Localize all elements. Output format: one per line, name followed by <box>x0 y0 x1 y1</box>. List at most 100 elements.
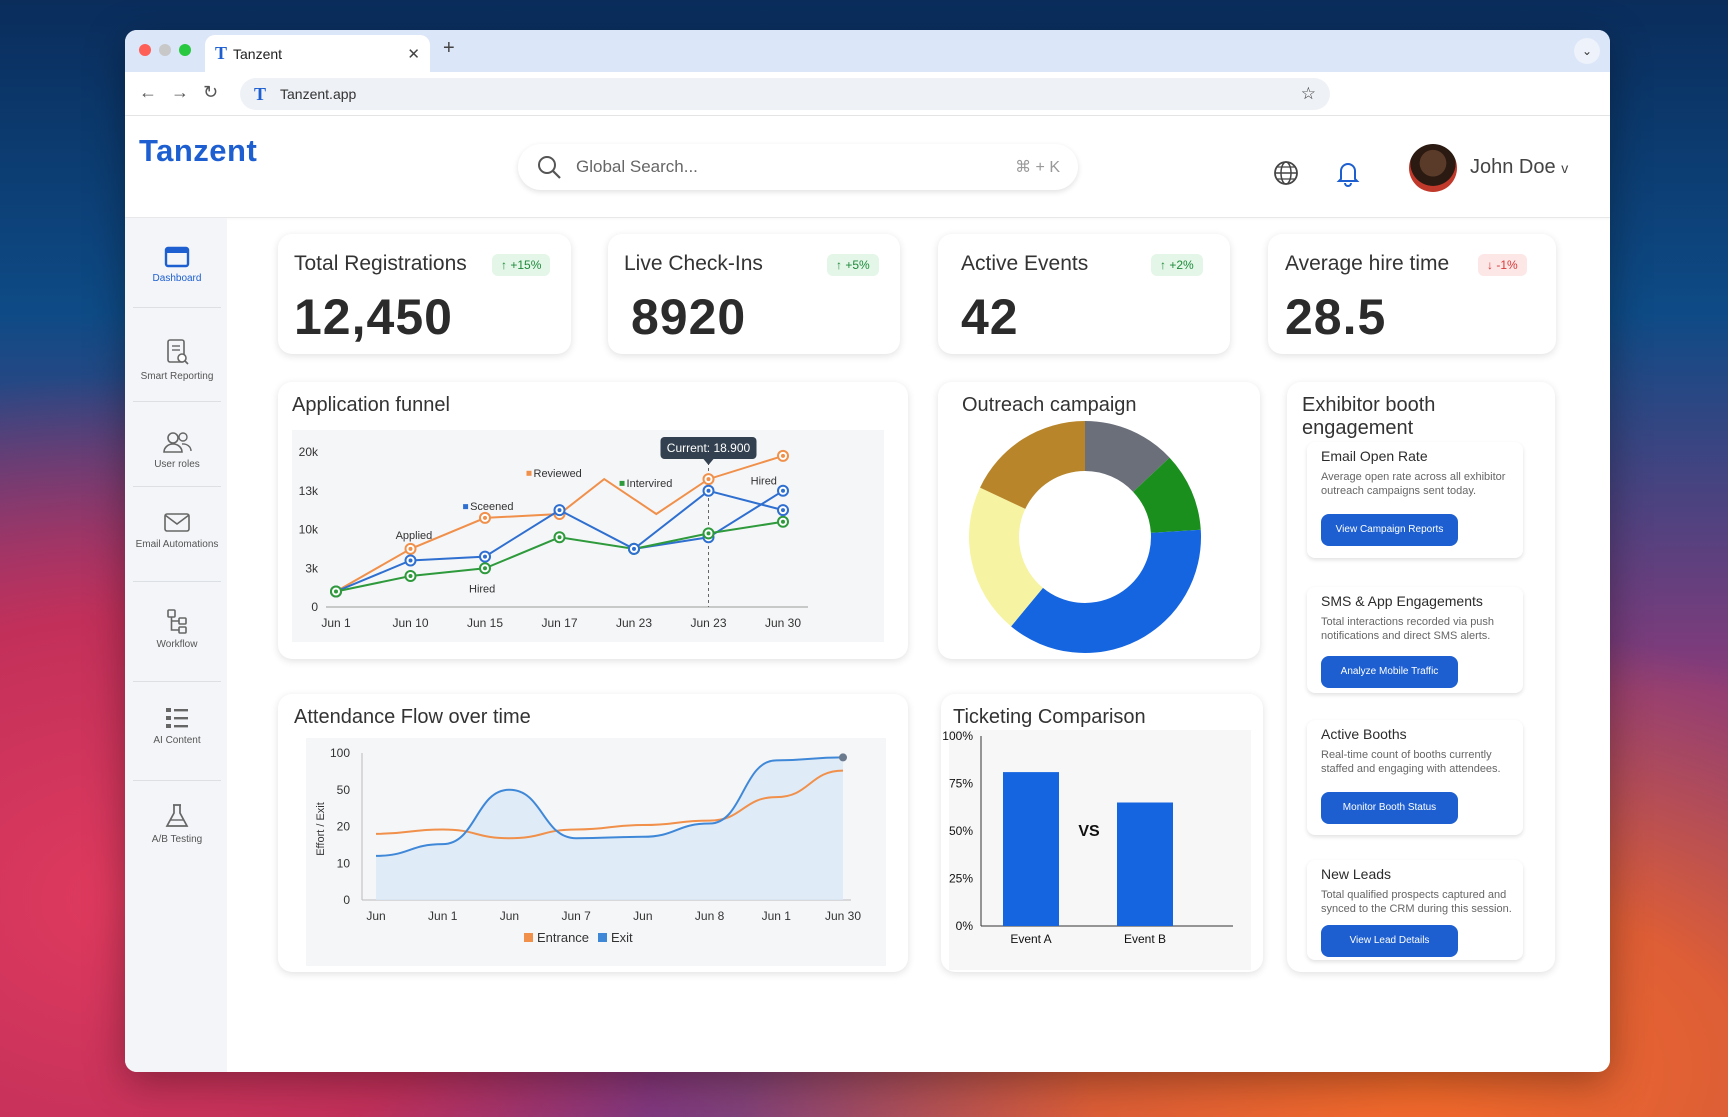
kpi-value: 28.5 <box>1285 289 1387 345</box>
view-lead-details-button[interactable]: View Lead Details <box>1321 925 1458 957</box>
sidebar-divider <box>133 307 221 308</box>
kpi-label: Active Events <box>961 252 1089 275</box>
card-title: Ticketing Comparison <box>953 706 1146 728</box>
analyze-mobile-traffic-button[interactable]: Analyze Mobile Traffic <box>1321 656 1458 688</box>
tab-menu-icon[interactable]: ⌄ <box>1574 38 1600 64</box>
card-title: Attendance Flow over time <box>294 706 531 728</box>
attendance-flow-card: Attendance Flow over time 100 50 20 10 0 Effo… <box>278 694 908 972</box>
sidebar-item-dashboard[interactable]: Dashboard <box>133 246 221 285</box>
y-tick-label: 75% <box>949 777 973 791</box>
y-tick-label: 3k <box>305 561 319 575</box>
donut-slice <box>969 487 1043 627</box>
brand-logo[interactable]: Tanzent <box>139 133 258 168</box>
kpi-card-hire-time: Average hire time ↓ -1% 28.5 <box>1268 234 1556 354</box>
kpi-card-check-ins: Live Check-Ins ↑ +5% 8920 <box>608 234 900 354</box>
card-title: Application funnel <box>292 394 450 416</box>
monitor-booth-status-button[interactable]: Monitor Booth Status <box>1321 792 1458 824</box>
sidebar-item-user-roles[interactable]: User roles <box>133 430 221 471</box>
application-funnel-card: Application funnel 20k 13k 10k 3k 0 Jun 1 Jun … <box>278 382 908 659</box>
search-shortcut: ⌘ + K <box>1015 159 1060 176</box>
forward-icon[interactable]: → <box>171 82 189 102</box>
tab-bar: T Tanzent ✕ + ⌄ <box>125 30 1610 72</box>
exhibitor-item-booths: Active Booths Real-time count of booths … <box>1307 720 1523 835</box>
maximize-window-button[interactable] <box>179 44 191 56</box>
x-tick-label: Jun 30 <box>765 616 801 630</box>
data-point-center <box>706 477 711 482</box>
y-tick-label: 100 <box>330 746 350 760</box>
user-menu[interactable]: John Doe v <box>1470 156 1568 179</box>
kpi-change-value: +2% <box>1169 258 1194 272</box>
series-annotation: Hired <box>751 476 777 488</box>
dashboard-icon <box>164 246 190 268</box>
last-data-point <box>839 753 847 762</box>
ticketing-comparison-card: Ticketing Comparison 100% 75% 50% 25% 0% Even… <box>941 694 1263 972</box>
user-name: John Doe <box>1470 156 1556 178</box>
users-icon <box>163 432 192 453</box>
y-tick-label: 0 <box>343 893 350 907</box>
sidebar-item-label: Workflow <box>156 639 198 650</box>
sidebar-item-email-automations[interactable]: Email Automations <box>133 512 221 551</box>
bookmark-star-icon[interactable]: ☆ <box>1300 84 1316 103</box>
sidebar-item-workflow[interactable]: Workflow <box>133 608 221 651</box>
plot-background <box>949 730 1251 970</box>
sidebar-item-smart-reporting[interactable]: Smart Reporting <box>133 338 221 383</box>
exhibitor-item-desc: Total interactions recorded via push not… <box>1321 616 1495 642</box>
exhibitor-item-desc: Average open rate across all exhibitor o… <box>1321 471 1506 497</box>
series-annotation: Reviewed <box>534 468 582 480</box>
tab-close-icon[interactable]: ✕ <box>407 45 420 63</box>
global-search-input[interactable]: Global Search... ⌘ + K <box>518 144 1078 190</box>
x-tick-label: Jun <box>633 909 652 923</box>
sidebar-item-ab-testing[interactable]: A/B Testing <box>133 803 221 846</box>
exhibitor-item-title: SMS & App Engagements <box>1321 593 1483 609</box>
legend-label-exit: Exit <box>611 930 633 945</box>
browser-tab[interactable]: T Tanzent ✕ <box>205 35 430 72</box>
kpi-card-active-events: Active Events ↑ +2% 42 <box>938 234 1230 354</box>
series-annotation: Applied <box>396 530 433 542</box>
exhibitor-item-sms: SMS & App Engagements Total interactions… <box>1307 587 1523 693</box>
sidebar-item-label: Email Automations <box>135 539 219 550</box>
kpi-value: 8920 <box>631 289 747 345</box>
sidebar-item-label: User roles <box>154 459 200 470</box>
reload-icon[interactable]: ↻ <box>203 82 219 102</box>
view-campaign-reports-button[interactable]: View Campaign Reports <box>1321 514 1458 546</box>
vs-label: VS <box>1078 823 1100 840</box>
data-point-center <box>781 453 785 458</box>
globe-icon[interactable] <box>1273 160 1299 186</box>
sidebar-item-ai-content[interactable]: AI Content <box>133 706 221 747</box>
kpi-change-badge: ↑ +5% <box>827 254 879 276</box>
new-tab-icon[interactable]: + <box>443 37 455 59</box>
exhibitor-item-title: New Leads <box>1321 866 1392 882</box>
x-tick-label: Jun 17 <box>541 616 577 630</box>
x-tick-label: Jun 8 <box>695 909 725 923</box>
kpi-change-value: +5% <box>845 258 870 272</box>
exit-area-fill <box>376 757 843 900</box>
x-tick-label: Jun 1 <box>428 909 458 923</box>
exhibitor-item-desc: Total qualified prospects captured and s… <box>1321 889 1512 915</box>
x-tick-label: Jun 1 <box>762 909 792 923</box>
data-point-center <box>334 589 338 594</box>
site-icon: T <box>254 83 267 104</box>
exhibitor-item-leads: New Leads Total qualified prospects capt… <box>1307 860 1523 960</box>
sidebar-divider <box>133 681 221 682</box>
url-field[interactable]: T Tanzent.app ☆ <box>240 78 1330 110</box>
back-icon[interactable]: ← <box>139 82 157 102</box>
minimize-window-button[interactable] <box>159 44 171 56</box>
y-tick-label: 25% <box>949 872 973 886</box>
avatar[interactable] <box>1409 144 1457 192</box>
data-point-center <box>483 515 487 520</box>
x-tick-label: Event A <box>1010 932 1051 946</box>
y-tick-label: 0 <box>311 600 318 614</box>
y-tick-label: 100% <box>942 729 973 743</box>
close-window-button[interactable] <box>139 44 151 56</box>
y-tick-label: 50 <box>337 783 351 797</box>
series-line-entrance <box>375 769 844 840</box>
x-tick-label: Jun 1 <box>321 616 351 630</box>
search-placeholder: Global Search... <box>576 157 698 176</box>
address-bar: ← → ↻ T Tanzent.app ☆ <box>125 72 1610 116</box>
legend-label-entrance: Entrance <box>537 930 589 945</box>
bell-icon[interactable] <box>1334 159 1362 187</box>
sidebar-divider <box>133 581 221 582</box>
x-tick-label: Jun 7 <box>561 909 591 923</box>
tab-favicon: T <box>215 43 228 63</box>
